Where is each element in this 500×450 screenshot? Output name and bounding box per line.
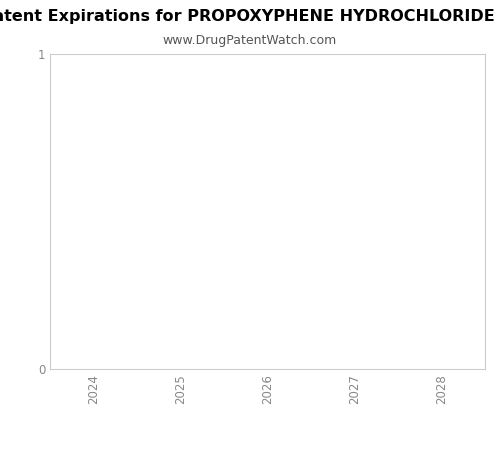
Text: Patent Expirations for PROPOXYPHENE HYDROCHLORIDE W: Patent Expirations for PROPOXYPHENE HYDR… bbox=[0, 9, 500, 24]
Text: www.DrugPatentWatch.com: www.DrugPatentWatch.com bbox=[163, 34, 337, 47]
